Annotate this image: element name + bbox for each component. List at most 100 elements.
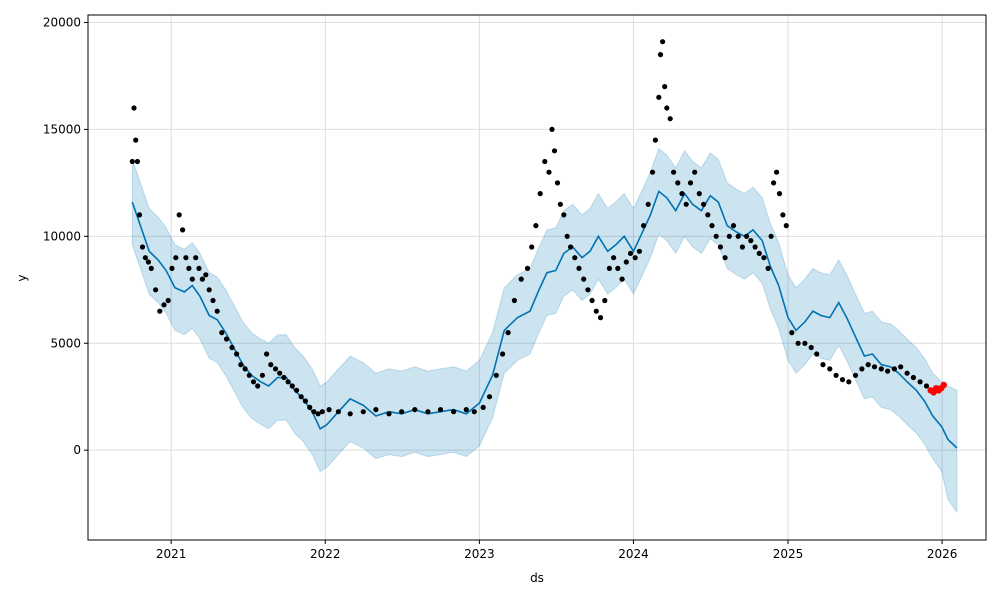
observed-point [471,409,477,415]
observed-point [774,169,780,175]
observed-point [554,180,561,186]
observed-point [206,287,212,293]
observed-point [722,255,728,261]
observed-point [176,212,182,218]
observed-point [298,394,304,400]
observed-point [259,372,265,378]
observed-point [255,383,261,389]
observed-point [657,52,664,58]
observed-point [561,212,567,218]
observed-points-layer [129,39,930,417]
observed-point [664,105,670,111]
y-tick-label: 15000 [43,122,81,136]
observed-point [789,330,795,336]
observed-point [709,223,715,229]
observed-point [347,411,353,417]
observed-point [294,387,300,393]
x-tick-label: 2024 [618,547,649,561]
observed-point [568,244,574,250]
observed-point [264,351,270,357]
observed-point [246,372,252,378]
observed-point [615,265,621,271]
y-tick-label: 5000 [50,336,81,350]
observed-point [581,276,587,282]
observed-point [713,233,719,239]
uncertainty-band-layer [131,147,958,514]
observed-point [597,315,604,321]
observed-point [585,287,591,293]
observed-point [878,366,884,372]
observed-point [808,344,814,351]
observed-point [214,308,220,314]
observed-point [692,169,698,175]
observed-point [652,137,659,143]
observed-point [203,272,209,278]
observed-point [281,374,287,381]
observed-point [910,374,917,381]
observed-point [425,409,431,415]
plot-frame [87,14,987,541]
observed-point [533,223,539,229]
observed-point [480,404,486,410]
observed-point [776,191,783,197]
x-tick-label: 2022 [310,547,341,561]
observed-point [752,244,758,250]
observed-point [564,233,570,239]
observed-point [768,233,774,239]
observed-point [885,368,891,374]
observed-point [671,169,677,175]
x-tick-label: 2026 [927,547,958,561]
observed-point [307,404,313,410]
observed-point [820,362,826,368]
observed-point [302,398,308,404]
observed-point [744,233,750,239]
observed-point [437,407,444,413]
observed-point [518,276,524,282]
observed-point [783,223,789,229]
observed-point [765,265,771,271]
observed-point [451,409,457,415]
observed-point [546,169,552,175]
observed-point [129,158,135,165]
y-axis-ticks: 0 5000 10000 15000 20000 [43,15,88,457]
observed-point [153,287,159,293]
observed-point [131,105,137,111]
observed-point [500,351,506,357]
recent-points-layer [927,381,947,396]
recent-point [940,381,947,389]
observed-point [157,308,163,314]
observed-point [795,340,801,346]
observed-point [133,137,139,143]
observed-point [186,265,192,271]
observed-point [542,158,548,165]
observed-point [289,383,295,389]
observed-point [486,394,493,400]
observed-point [193,255,199,261]
observed-point [134,158,140,165]
observed-point [319,409,325,415]
observed-point [551,148,558,154]
observed-point [771,180,777,186]
observed-point [373,407,379,413]
observed-point [675,180,681,186]
x-axis-ticks: 2021 2022 2023 2024 2025 2026 [156,540,957,561]
observed-point [602,297,608,304]
observed-point [662,84,668,90]
observed-point [687,180,694,186]
observed-point [136,212,143,218]
observed-point [645,201,651,207]
observed-point [210,297,216,304]
observed-point [726,233,732,239]
y-tick-label: 0 [73,443,81,457]
y-tick-label: 20000 [43,15,81,29]
observed-point [871,364,878,370]
observed-point [572,255,578,261]
observed-point [505,330,511,336]
observed-point [285,379,291,385]
observed-point [739,244,746,250]
observed-point [189,276,195,282]
observed-point [234,351,240,357]
observed-point [735,233,741,239]
observed-point [632,255,638,261]
